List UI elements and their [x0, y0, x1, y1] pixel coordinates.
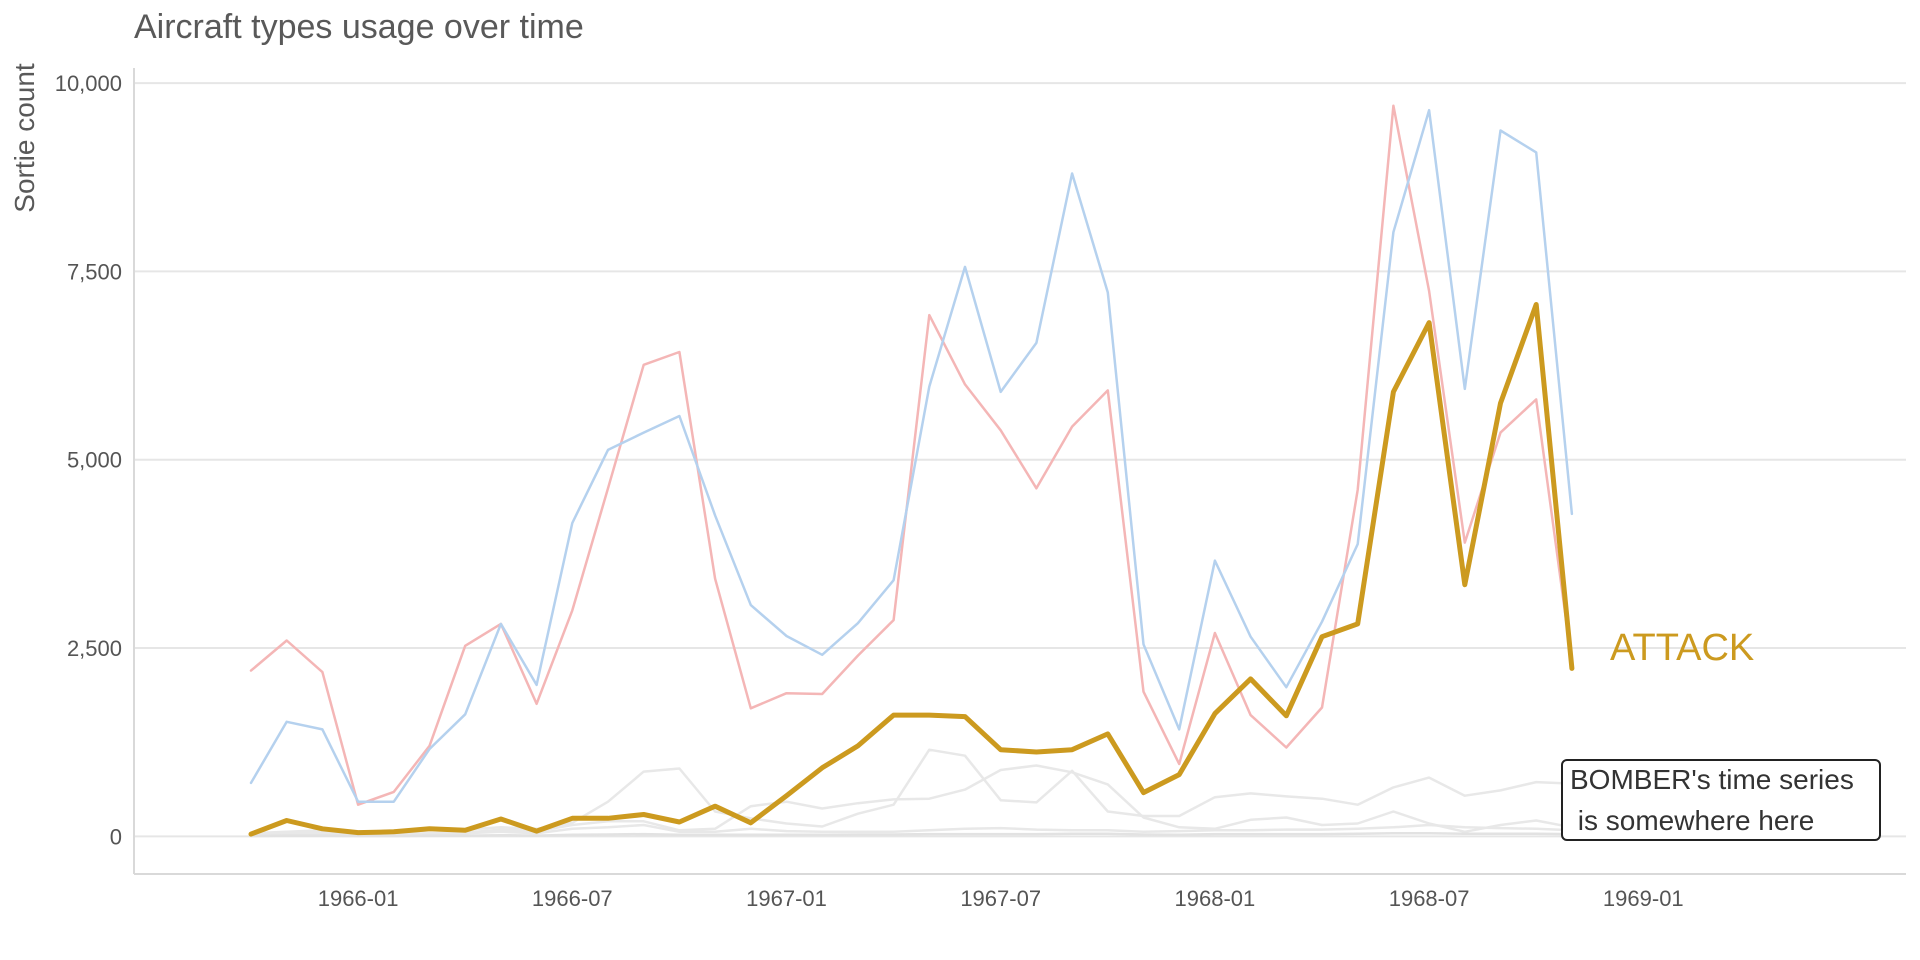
y-tick-label: 0	[110, 824, 122, 849]
x-tick-label: 1968-07	[1389, 886, 1470, 911]
series-line-5	[249, 832, 1574, 838]
attack-series-label: ATTACK	[1610, 627, 1754, 669]
y-tick-label: 5,000	[67, 448, 122, 473]
y-tick-label: 2,500	[67, 636, 122, 661]
bomber-annotation: BOMBER's time series is somewhere here	[1561, 759, 1881, 841]
series-line-2	[249, 748, 1574, 835]
y-tick-label: 7,500	[67, 259, 122, 284]
x-tick-labels: 1966-01 1966-07 1967-01 1967-07 1968-01 1968-…	[318, 886, 1684, 911]
x-tick-label: 1966-01	[318, 886, 399, 911]
x-tick-label: 1969-01	[1603, 886, 1684, 911]
annotation-box	[1561, 759, 1881, 841]
x-tick-label: 1968-01	[1175, 886, 1256, 911]
y-axis-label: Sortie count	[9, 63, 40, 213]
chart-title: Aircraft types usage over time	[134, 8, 584, 46]
y-tick-labels: 0 2,500 5,000 7,500 10,000	[55, 71, 122, 849]
series-lines	[248, 104, 1575, 838]
x-tick-label: 1967-07	[960, 886, 1041, 911]
x-tick-label: 1967-01	[746, 886, 827, 911]
series-line-attack	[248, 302, 1575, 837]
series-line-4	[249, 823, 1574, 837]
annotation-line-2: is somewhere here	[1570, 805, 1814, 836]
annotation-line-1: BOMBER's time series	[1570, 764, 1854, 795]
y-tick-label: 10,000	[55, 71, 122, 96]
x-tick-label: 1966-07	[532, 886, 613, 911]
series-line-0	[249, 104, 1574, 806]
series-line-1	[249, 108, 1574, 803]
